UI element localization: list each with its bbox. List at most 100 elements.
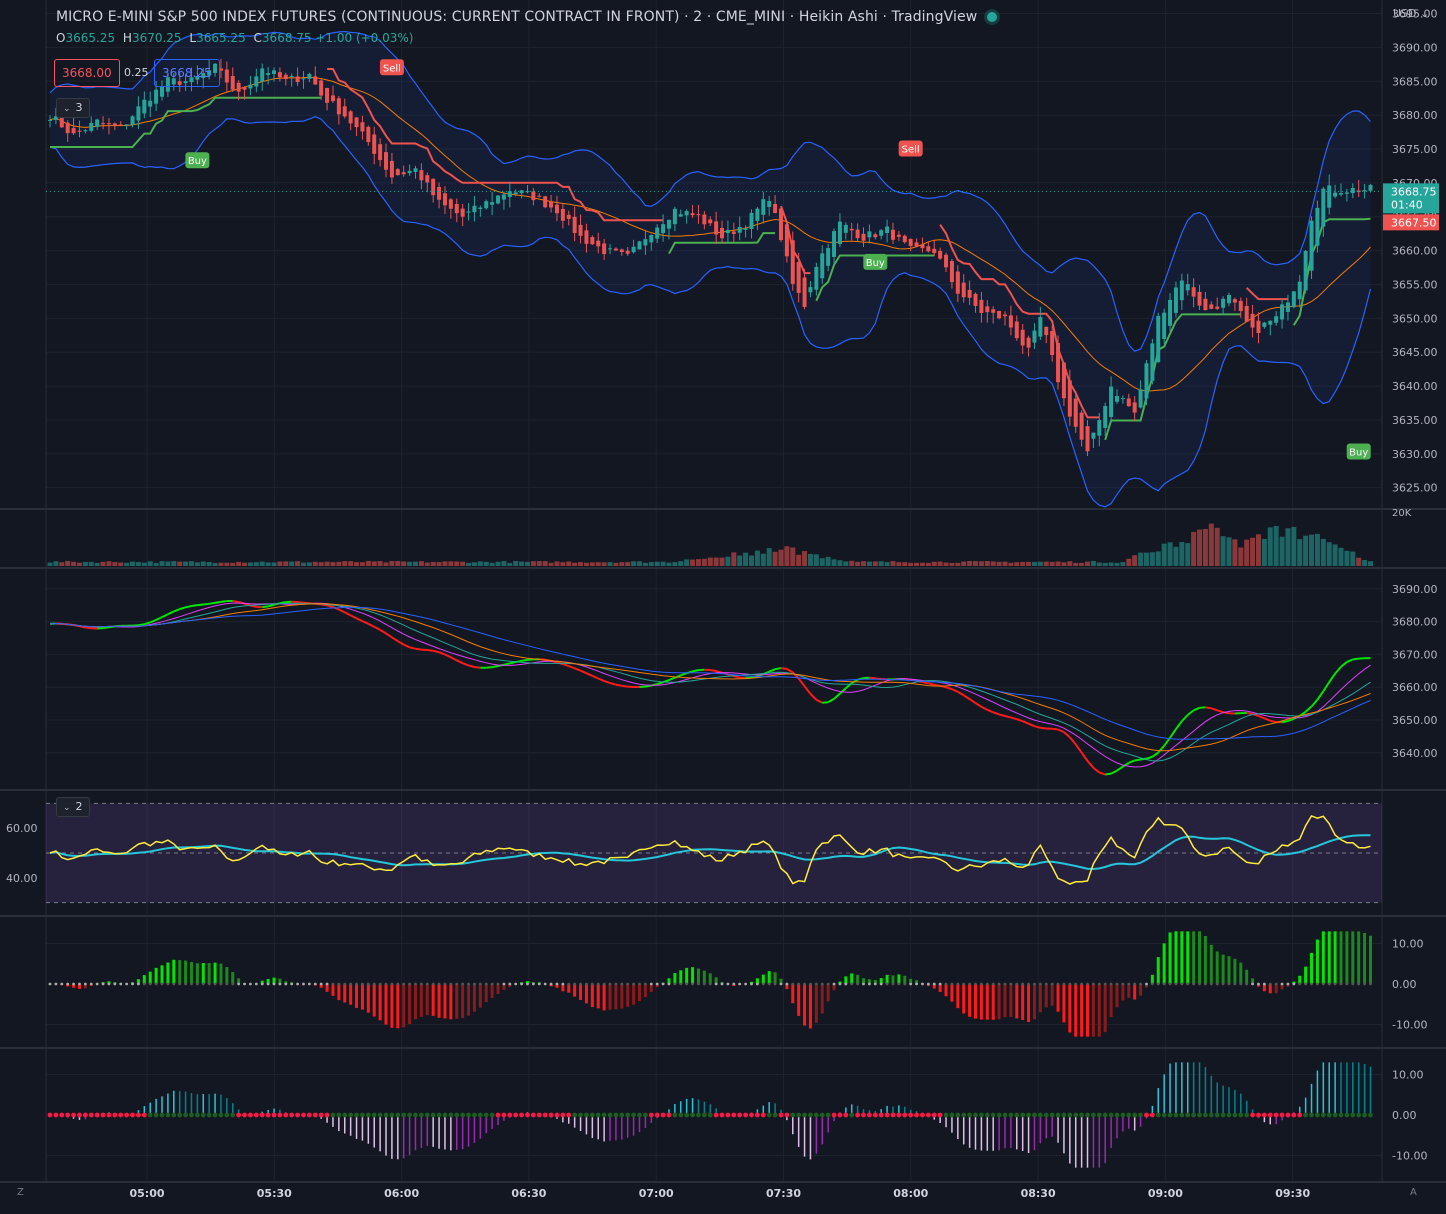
volume-bar	[1061, 562, 1067, 566]
volume-bar	[1202, 528, 1208, 566]
candle-body	[666, 219, 671, 229]
volume-bar	[1309, 534, 1315, 566]
momentum-zero-dot	[1257, 982, 1260, 986]
momentum-bar	[1233, 958, 1237, 984]
candle-body	[1120, 398, 1125, 400]
candle-body	[360, 122, 365, 132]
momentum-zero-dot	[1321, 982, 1325, 986]
candle-body	[1191, 287, 1196, 297]
momentum-bar	[979, 984, 983, 1020]
fast-ma-segment	[1270, 719, 1277, 724]
momentum-bar	[1221, 954, 1225, 984]
squeeze-dot	[200, 1112, 206, 1118]
candle-body	[112, 123, 117, 126]
momentum-zero-dot	[1304, 982, 1308, 986]
squeeze-dot	[607, 1112, 613, 1118]
fast-ma-segment	[297, 601, 304, 604]
volume-bar	[908, 562, 914, 566]
fast-ma-segment	[379, 629, 387, 635]
candle-body	[507, 191, 512, 197]
buy-price-button[interactable]: 3668.25	[154, 59, 220, 87]
timezone-toggle[interactable]: Z	[17, 1187, 24, 1198]
candle-body	[260, 68, 265, 82]
volume-bar	[501, 561, 507, 566]
squeeze-dot	[407, 1112, 412, 1118]
momentum-bar	[915, 980, 919, 984]
momentum-zero-dot	[496, 982, 500, 986]
candle-body	[325, 88, 330, 103]
fast-ma-segment	[733, 675, 740, 679]
volume-bar	[112, 562, 118, 566]
sell-price-button[interactable]: 3668.00	[54, 59, 120, 87]
volume-bar	[76, 562, 82, 566]
momentum-zero-dot	[1103, 982, 1107, 986]
squeeze-dot	[637, 1112, 642, 1118]
ohlc-legend: O3665.25 H3670.25 L3665.25 C3668.75 +1.0…	[56, 31, 418, 45]
candle-body	[949, 261, 954, 283]
momentum-zero-dot	[437, 982, 441, 986]
candle-body	[1008, 315, 1013, 328]
momentum-zero-dot	[331, 982, 335, 986]
rsi-tick-label: 60.00	[6, 822, 38, 835]
fast-ma-segment	[167, 610, 175, 616]
momentum-zero-dot	[148, 982, 152, 986]
momentum-zero-dot	[213, 982, 217, 986]
momentum-bar	[396, 984, 400, 1029]
candle-body	[1150, 343, 1155, 381]
fast-ma-segment	[780, 667, 788, 670]
fast-ma-segment	[615, 683, 623, 687]
squeeze-dot	[749, 1112, 754, 1118]
candle-body	[1297, 281, 1302, 300]
momentum-zero-dot	[714, 982, 718, 986]
momentum-zero-dot	[302, 982, 305, 986]
candle-body	[655, 227, 660, 239]
candle-body	[1168, 299, 1173, 326]
momentum-bar	[1198, 931, 1202, 984]
volume-bar	[401, 561, 407, 566]
volume-bar	[194, 562, 200, 566]
volume-bar	[619, 562, 625, 566]
momentum-bar	[862, 978, 866, 984]
candle-body	[466, 211, 471, 213]
candle-body	[1350, 187, 1355, 194]
squeeze-dot	[1250, 1112, 1255, 1118]
candle-body	[826, 248, 831, 266]
volume-bar	[1326, 542, 1332, 566]
candle-body	[720, 227, 725, 239]
momentum-bar	[1003, 984, 1007, 1018]
momentum-tick-label: 0.00	[1392, 978, 1417, 991]
candle-body	[130, 116, 135, 125]
auto-scale-toggle[interactable]: A	[1410, 1187, 1417, 1198]
squeeze-dot	[778, 1112, 784, 1118]
candle-body	[1038, 317, 1043, 337]
candle-body	[743, 228, 748, 230]
candle-body	[1333, 192, 1338, 197]
fast-ma-segment	[591, 674, 599, 680]
candle-body	[602, 243, 607, 255]
momentum-bar	[337, 984, 341, 1001]
momentum-bar	[620, 984, 624, 1009]
fast-ma-segment	[1098, 771, 1106, 776]
fast-ma-segment	[580, 669, 587, 675]
squeeze-dot	[501, 1112, 507, 1118]
fast-ma-segment	[797, 677, 806, 687]
candle-body	[661, 224, 666, 234]
candle-body	[537, 195, 542, 197]
momentum-bar	[968, 984, 972, 1017]
momentum-zero-dot	[567, 982, 571, 986]
momentum-zero-dot	[266, 982, 270, 986]
main-indicators-toggle[interactable]: ⌄ 3	[56, 98, 90, 118]
currency-selector[interactable]: USD ⌄	[1393, 7, 1430, 20]
candle-body	[690, 213, 695, 216]
momentum-zero-dot	[1133, 982, 1137, 986]
oscillator-indicators-toggle[interactable]: ⌄ 2	[56, 797, 90, 817]
squeeze-dot	[1179, 1112, 1185, 1118]
momentum-zero-dot	[1221, 982, 1225, 986]
volume-bar	[495, 561, 501, 566]
momentum-bar	[879, 978, 883, 984]
momentum-bar	[614, 984, 618, 1010]
momentum-zero-dot	[231, 982, 235, 986]
momentum-bar	[1056, 984, 1060, 1012]
fast-ma-segment	[209, 601, 216, 605]
